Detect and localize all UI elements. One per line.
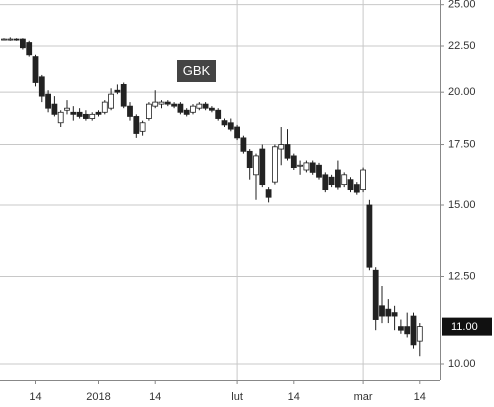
x-tick-label: 14 [414,391,426,403]
candle-body [385,308,392,317]
candle-body [57,111,64,124]
candle-body [246,150,253,169]
candle-body [410,315,417,346]
last-price-marker [442,317,492,336]
candle-body [372,269,379,320]
x-tick-label: 14 [29,391,41,403]
candle-body [316,164,322,178]
candle-body [139,122,146,132]
candle-body [353,184,360,193]
candle-body [7,38,14,41]
candle-body [190,105,196,113]
candle-body [13,38,20,41]
candle-body [227,122,234,130]
candle-body [45,93,51,109]
candle-body [284,144,291,159]
y-tick-label: 12.50 [448,270,476,282]
candle-body [127,105,133,117]
candle-body [391,312,398,317]
candle-body [83,113,89,119]
candle-body [177,103,184,113]
candle-body [297,164,304,167]
chart-title: GBK [183,63,211,78]
y-tick-label: 20.00 [448,86,476,98]
candle-body [328,176,335,186]
x-tick-label: 14 [288,391,300,403]
candle-body [290,155,297,169]
candle-body [133,116,140,134]
candle-body [164,101,171,105]
y-tick-label: 22.50 [448,40,476,52]
candle-body [234,126,241,139]
x-tick-label: mar [354,391,373,403]
y-tick-label: 25.00 [448,0,476,11]
candle-body [416,326,423,342]
candle-body [404,326,411,335]
y-tick-label: 15.00 [448,199,476,211]
candle-body [120,84,127,107]
candles [1,37,423,357]
candle-body [101,101,108,113]
candle-body [303,162,310,171]
candle-body [158,101,165,105]
candle-body [202,103,209,109]
candle-body [171,103,178,107]
candle-body [51,103,58,115]
candle-body [360,169,367,191]
candle-body [322,174,329,191]
symbol-badge: GBK [177,60,216,82]
candle-body [208,107,215,111]
candle-body [108,93,114,109]
candle-body [253,155,259,176]
candle-body [271,146,278,183]
candle-body [259,148,266,186]
candle-body [1,38,7,41]
candle-body [240,137,247,152]
candle-body [278,144,285,150]
candle-body [70,111,77,115]
y-tick-label: 10.00 [448,358,476,370]
candle-body [152,101,159,107]
candle-body [145,103,152,119]
candle-body [76,111,83,117]
candle-body [95,111,102,115]
candle-body [379,305,385,317]
y-tick-label: 17.50 [448,138,476,150]
candle-body [366,204,373,268]
candle-body [347,179,354,191]
candle-body [265,189,272,198]
symbol-badge-bg [177,60,216,82]
last-price-label: 11.00 [451,321,478,333]
candle-body [397,326,404,331]
candle-body [114,89,121,93]
candle-body [309,162,316,173]
candle-body [221,120,228,126]
candle-body [334,169,341,188]
candle-body [26,42,33,56]
grid [0,0,440,380]
candle-body [19,38,26,49]
candle-body [38,76,45,97]
x-tick-label: 14 [149,391,161,403]
candle-body [183,109,190,115]
x-tick-label: lut [231,391,243,403]
x-tick-label: 2018 [86,391,110,403]
candle-body [64,107,70,111]
candle-body [89,113,96,119]
candle-body [215,109,222,119]
candle-body [341,174,348,186]
candle-body [32,56,39,83]
candle-body [196,103,203,109]
